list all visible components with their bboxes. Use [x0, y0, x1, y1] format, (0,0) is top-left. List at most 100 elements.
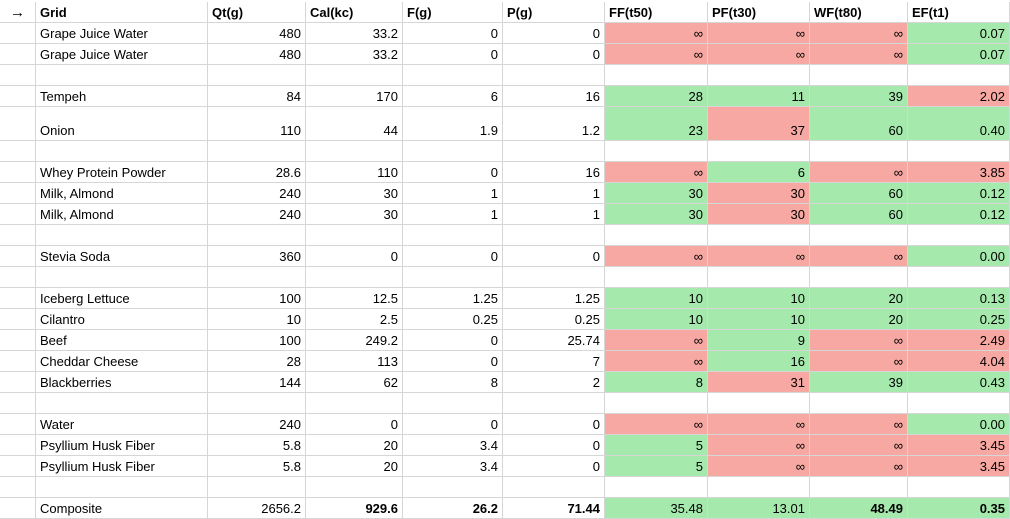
cell-wf[interactable]: ∞ — [810, 456, 908, 477]
cell-wf[interactable] — [810, 267, 908, 288]
cell-wf[interactable]: ∞ — [810, 246, 908, 267]
cell-qt[interactable]: 144 — [208, 372, 306, 393]
column-header-p[interactable]: P(g) — [503, 2, 605, 23]
cell-wf[interactable] — [810, 477, 908, 498]
cell-cal[interactable]: 2.5 — [306, 309, 403, 330]
cell-pf[interactable]: 10 — [708, 309, 810, 330]
cell-ef[interactable]: 3.45 — [908, 435, 1010, 456]
cell-cal[interactable] — [306, 477, 403, 498]
cell-p[interactable]: 25.74 — [503, 330, 605, 351]
cell-f[interactable]: 0.25 — [403, 309, 503, 330]
cell-p[interactable]: 2 — [503, 372, 605, 393]
cell-cal[interactable]: 20 — [306, 456, 403, 477]
cell-qt[interactable]: 84 — [208, 86, 306, 107]
cell-ef[interactable] — [908, 65, 1010, 86]
cell-pf[interactable] — [708, 65, 810, 86]
cell-wf[interactable] — [810, 393, 908, 414]
cell-wf[interactable]: ∞ — [810, 435, 908, 456]
cell-ef[interactable]: 0.40 — [908, 107, 1010, 141]
cell-ff[interactable]: 35.48 — [605, 498, 708, 519]
cell-pf[interactable]: ∞ — [708, 23, 810, 44]
cell-qt[interactable]: 100 — [208, 288, 306, 309]
cell-cal[interactable]: 44 — [306, 107, 403, 141]
cell-ef[interactable] — [908, 141, 1010, 162]
cell-f[interactable] — [403, 141, 503, 162]
cell-f[interactable]: 1.25 — [403, 288, 503, 309]
cell-name[interactable] — [36, 267, 208, 288]
cell-ef[interactable] — [908, 225, 1010, 246]
cell-name[interactable]: Tempeh — [36, 86, 208, 107]
cell-name[interactable] — [36, 393, 208, 414]
cell-wf[interactable] — [810, 141, 908, 162]
column-header-wf[interactable]: WF(t80) — [810, 2, 908, 23]
column-header-cal[interactable]: Cal(kc) — [306, 2, 403, 23]
cell-wf[interactable]: ∞ — [810, 23, 908, 44]
cell-ff[interactable] — [605, 477, 708, 498]
cell-name[interactable]: Onion — [36, 107, 208, 141]
cell-name[interactable]: Psyllium Husk Fiber — [36, 435, 208, 456]
cell-name[interactable] — [36, 141, 208, 162]
cell-wf[interactable] — [810, 65, 908, 86]
cell-cal[interactable]: 30 — [306, 183, 403, 204]
cell-name[interactable]: Blackberries — [36, 372, 208, 393]
cell-ff[interactable]: ∞ — [605, 23, 708, 44]
cell-ef[interactable]: 0.07 — [908, 23, 1010, 44]
cell-wf[interactable]: 48.49 — [810, 498, 908, 519]
cell-f[interactable]: 26.2 — [403, 498, 503, 519]
cell-cal[interactable]: 12.5 — [306, 288, 403, 309]
cell-pf[interactable]: 10 — [708, 288, 810, 309]
cell-f[interactable]: 0 — [403, 351, 503, 372]
cell-p[interactable]: 0.25 — [503, 309, 605, 330]
cell-ff[interactable] — [605, 393, 708, 414]
cell-name[interactable] — [36, 477, 208, 498]
cell-p[interactable]: 0 — [503, 414, 605, 435]
cell-f[interactable]: 3.4 — [403, 435, 503, 456]
cell-p[interactable]: 1 — [503, 183, 605, 204]
cell-p[interactable]: 0 — [503, 435, 605, 456]
cell-pf[interactable]: 13.01 — [708, 498, 810, 519]
cell-ff[interactable]: 30 — [605, 183, 708, 204]
cell-pf[interactable]: ∞ — [708, 456, 810, 477]
cell-ef[interactable]: 0.13 — [908, 288, 1010, 309]
cell-name[interactable]: Stevia Soda — [36, 246, 208, 267]
cell-ef[interactable]: 0.00 — [908, 414, 1010, 435]
cell-qt[interactable]: 240 — [208, 414, 306, 435]
cell-pf[interactable]: ∞ — [708, 246, 810, 267]
cell-p[interactable] — [503, 225, 605, 246]
cell-ff[interactable]: ∞ — [605, 330, 708, 351]
cell-name[interactable]: Grape Juice Water — [36, 44, 208, 65]
cell-cal[interactable]: 929.6 — [306, 498, 403, 519]
cell-p[interactable] — [503, 477, 605, 498]
cell-ff[interactable]: 10 — [605, 288, 708, 309]
cell-pf[interactable]: ∞ — [708, 44, 810, 65]
cell-pf[interactable] — [708, 141, 810, 162]
cell-qt[interactable]: 240 — [208, 183, 306, 204]
cell-f[interactable]: 8 — [403, 372, 503, 393]
cell-ff[interactable]: 30 — [605, 204, 708, 225]
cell-cal[interactable] — [306, 65, 403, 86]
cell-ff[interactable]: 5 — [605, 435, 708, 456]
cell-f[interactable] — [403, 225, 503, 246]
cell-qt[interactable] — [208, 65, 306, 86]
cell-cal[interactable]: 33.2 — [306, 44, 403, 65]
cell-ff[interactable]: ∞ — [605, 351, 708, 372]
cell-ff[interactable] — [605, 65, 708, 86]
cell-cal[interactable] — [306, 267, 403, 288]
cell-cal[interactable]: 30 — [306, 204, 403, 225]
cell-cal[interactable]: 113 — [306, 351, 403, 372]
cell-p[interactable] — [503, 141, 605, 162]
cell-name[interactable]: Whey Protein Powder — [36, 162, 208, 183]
cell-pf[interactable] — [708, 225, 810, 246]
cell-p[interactable]: 0 — [503, 456, 605, 477]
cell-ef[interactable]: 3.45 — [908, 456, 1010, 477]
cell-wf[interactable]: 20 — [810, 288, 908, 309]
cell-f[interactable] — [403, 267, 503, 288]
column-header-pf[interactable]: PF(t30) — [708, 2, 810, 23]
cell-wf[interactable]: 60 — [810, 183, 908, 204]
cell-f[interactable]: 6 — [403, 86, 503, 107]
cell-qt[interactable]: 10 — [208, 309, 306, 330]
cell-pf[interactable] — [708, 267, 810, 288]
cell-ef[interactable]: 4.04 — [908, 351, 1010, 372]
cell-wf[interactable] — [810, 225, 908, 246]
cell-ef[interactable]: 0.25 — [908, 309, 1010, 330]
